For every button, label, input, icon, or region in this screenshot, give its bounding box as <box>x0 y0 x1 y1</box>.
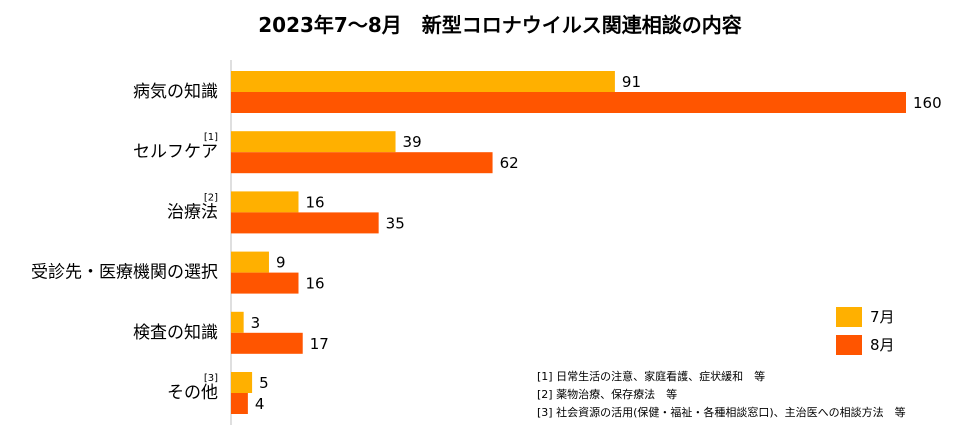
bar-8月 <box>231 92 906 113</box>
footnote-3: [3] 社会資源の活用(保健・福祉・各種相談窓口)、主治医への相談方法 等 <box>537 405 906 419</box>
bar-8月 <box>231 212 379 234</box>
footnote-2: [2] 薬物治療、保存療法 等 <box>537 387 677 401</box>
legend-label-7月: 7月 <box>870 308 895 326</box>
data-label: 62 <box>500 154 519 172</box>
data-label: 3 <box>251 314 261 332</box>
data-label: 9 <box>276 254 286 272</box>
data-label: 39 <box>403 133 422 151</box>
category-label: 病気の知識 <box>133 82 218 102</box>
footnotes: [1] 日常生活の注意、家庭看護、症状緩和 等 [2] 薬物治療、保存療法 等 … <box>537 369 906 419</box>
category-label: セルフケア <box>133 142 218 162</box>
legend-label-8月: 8月 <box>870 336 895 354</box>
data-label: 16 <box>306 193 325 211</box>
data-label: 5 <box>259 374 269 392</box>
bar-8月 <box>231 272 299 294</box>
data-label: 4 <box>255 395 265 413</box>
category-note: [1] <box>204 132 218 143</box>
bar-7月 <box>231 311 244 333</box>
category-note: [2] <box>204 192 218 203</box>
chart-title: 2023年7〜8月 新型コロナウイルス関連相談の内容 <box>258 13 742 37</box>
legend-swatch-7月 <box>836 307 862 327</box>
bar-7月 <box>231 251 269 273</box>
category-label: 治療法 <box>167 202 218 222</box>
data-label: 91 <box>622 73 641 91</box>
data-label: 35 <box>386 214 405 232</box>
footnote-1: [1] 日常生活の注意、家庭看護、症状緩和 等 <box>537 369 765 383</box>
data-label: 16 <box>306 275 325 293</box>
bar-8月 <box>231 152 493 174</box>
bar-7月 <box>231 131 396 153</box>
legend: 7月 8月 <box>836 307 895 355</box>
data-label: 160 <box>913 94 942 112</box>
data-label: 17 <box>310 335 329 353</box>
bar-8月 <box>231 332 303 354</box>
category-note: [3] <box>204 373 218 384</box>
category-label: その他 <box>167 383 218 403</box>
bar-7月 <box>231 71 615 92</box>
bar-7月 <box>231 191 299 213</box>
bar-8月 <box>231 393 248 414</box>
legend-swatch-8月 <box>836 335 862 355</box>
bar-7月 <box>231 372 253 393</box>
category-label: 検査の知識 <box>133 323 218 343</box>
category-label: 受診先・医療機関の選択 <box>31 263 218 283</box>
